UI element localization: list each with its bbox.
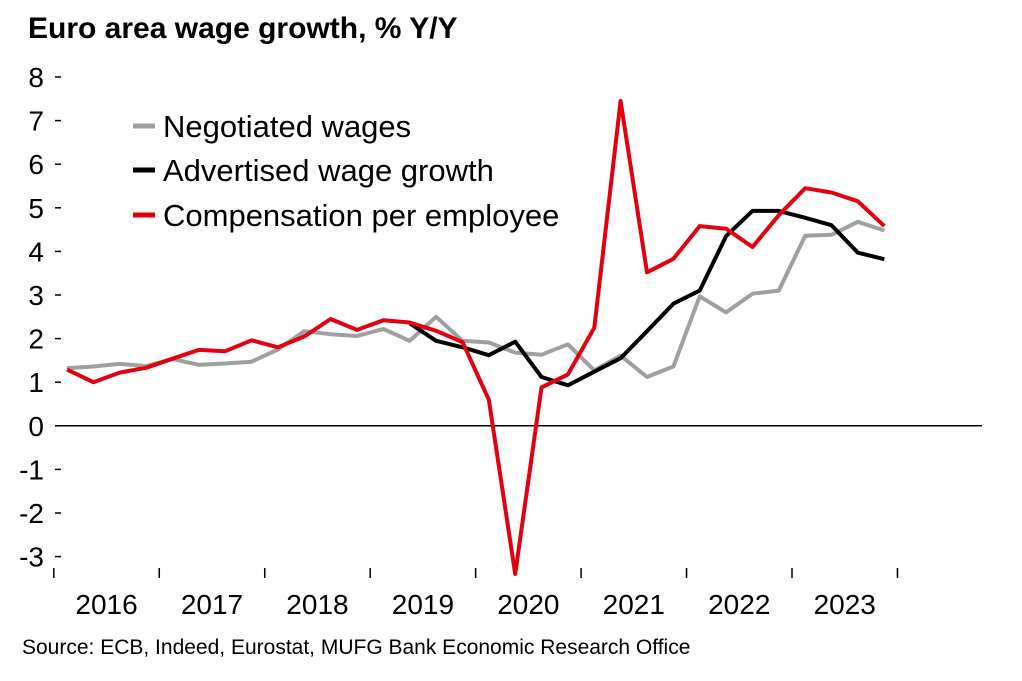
y-tick-label: 5: [28, 193, 44, 224]
x-tick-label: 2020: [497, 589, 559, 620]
series-line-1: [66, 219, 885, 379]
legend-label: Compensation per employee: [163, 198, 559, 233]
y-tick-label: -3: [19, 542, 44, 573]
legend-label: Advertised wage growth: [163, 153, 494, 188]
y-tick-label: 0: [28, 411, 44, 442]
y-tick-label: -1: [19, 454, 44, 485]
x-tick-label: 2018: [286, 589, 348, 620]
series-line-3: [66, 99, 886, 576]
chart-source: Source: ECB, Indeed, Eurostat, MUFG Bank…: [22, 636, 691, 659]
x-tick-label: 2019: [392, 589, 454, 620]
y-tick-label: 2: [28, 324, 44, 355]
x-tick-label: 2017: [181, 589, 243, 620]
x-tick-label: 2021: [603, 589, 665, 620]
legend: Negotiated wages Advertised wage growth Co…: [133, 109, 559, 233]
axes: 8 7 6 5 4 3 2 1 0 -1 -2 -3 2016 2017 2018 2019 2020 2021 2…: [19, 62, 982, 620]
series-line-2: [408, 208, 885, 388]
y-tick-label: -2: [19, 498, 44, 529]
y-tick-label: 3: [28, 280, 44, 311]
chart-title: Euro area wage growth, % Y/Y: [28, 12, 458, 45]
y-tick-label: 4: [28, 236, 44, 267]
series-layer: [66, 99, 886, 576]
x-tick-label: 2022: [708, 589, 770, 620]
x-tick-label: 2023: [814, 589, 876, 620]
y-tick-label: 8: [28, 62, 44, 93]
x-tick-label: 2016: [75, 589, 137, 620]
legend-label: Negotiated wages: [163, 109, 411, 144]
y-tick-label: 7: [28, 106, 44, 137]
y-tick-label: 1: [28, 367, 44, 398]
y-tick-label: 6: [28, 149, 44, 180]
